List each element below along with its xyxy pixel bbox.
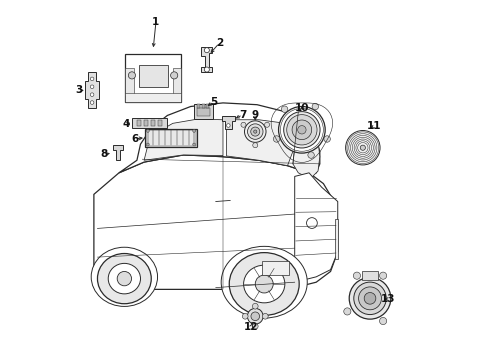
Circle shape	[283, 112, 320, 148]
FancyBboxPatch shape	[125, 68, 133, 95]
Text: 4: 4	[122, 119, 130, 129]
Polygon shape	[144, 119, 223, 160]
Circle shape	[242, 314, 247, 319]
Circle shape	[252, 143, 257, 148]
Circle shape	[117, 271, 131, 286]
Polygon shape	[292, 125, 319, 176]
Text: 6: 6	[131, 134, 139, 144]
Circle shape	[128, 72, 135, 79]
Circle shape	[250, 312, 259, 320]
Circle shape	[379, 318, 386, 325]
Polygon shape	[226, 120, 292, 166]
Text: 9: 9	[251, 111, 258, 121]
FancyBboxPatch shape	[361, 271, 378, 280]
Circle shape	[343, 308, 350, 315]
Circle shape	[90, 85, 94, 89]
Text: 1: 1	[152, 17, 159, 27]
Circle shape	[204, 67, 209, 72]
Circle shape	[255, 275, 273, 293]
Ellipse shape	[243, 265, 285, 303]
FancyBboxPatch shape	[262, 261, 289, 275]
FancyBboxPatch shape	[334, 220, 337, 259]
Circle shape	[90, 93, 94, 96]
Polygon shape	[85, 72, 99, 108]
Text: 8: 8	[100, 149, 107, 159]
Circle shape	[273, 136, 279, 142]
Circle shape	[252, 323, 258, 329]
Ellipse shape	[97, 253, 151, 304]
FancyBboxPatch shape	[196, 108, 209, 116]
Ellipse shape	[108, 264, 140, 294]
Circle shape	[345, 131, 379, 165]
FancyBboxPatch shape	[172, 68, 181, 95]
Ellipse shape	[91, 247, 157, 306]
Circle shape	[306, 218, 317, 228]
Text: 3: 3	[75, 85, 82, 95]
FancyBboxPatch shape	[151, 120, 155, 126]
Circle shape	[204, 48, 209, 53]
Polygon shape	[119, 103, 319, 173]
Polygon shape	[94, 155, 337, 289]
Text: 11: 11	[366, 121, 381, 131]
Circle shape	[90, 77, 94, 81]
FancyBboxPatch shape	[131, 118, 167, 128]
FancyBboxPatch shape	[158, 120, 162, 126]
FancyBboxPatch shape	[202, 104, 204, 108]
FancyBboxPatch shape	[144, 129, 197, 147]
Ellipse shape	[229, 253, 299, 315]
FancyBboxPatch shape	[206, 104, 209, 108]
Circle shape	[360, 145, 365, 150]
Circle shape	[358, 287, 381, 310]
Circle shape	[311, 103, 318, 110]
Circle shape	[253, 130, 256, 133]
Circle shape	[241, 122, 245, 127]
FancyBboxPatch shape	[194, 104, 212, 120]
FancyBboxPatch shape	[143, 120, 148, 126]
FancyBboxPatch shape	[136, 120, 141, 126]
Text: 7: 7	[239, 110, 246, 120]
Text: 12: 12	[243, 322, 258, 332]
Circle shape	[262, 314, 267, 319]
FancyBboxPatch shape	[125, 93, 181, 102]
Circle shape	[192, 130, 195, 132]
FancyBboxPatch shape	[197, 104, 200, 108]
FancyBboxPatch shape	[125, 54, 181, 102]
Circle shape	[247, 124, 263, 139]
Circle shape	[146, 130, 149, 132]
Text: 10: 10	[294, 103, 308, 113]
Polygon shape	[222, 116, 234, 129]
Text: 13: 13	[380, 294, 394, 304]
Text: 2: 2	[215, 38, 223, 48]
Circle shape	[170, 72, 178, 79]
Circle shape	[364, 293, 375, 304]
Circle shape	[250, 127, 259, 136]
Circle shape	[286, 114, 316, 145]
Circle shape	[192, 143, 195, 146]
Polygon shape	[113, 145, 123, 159]
Circle shape	[264, 122, 269, 127]
Circle shape	[353, 282, 386, 315]
FancyBboxPatch shape	[138, 66, 167, 87]
Circle shape	[379, 272, 386, 279]
Text: 5: 5	[210, 97, 217, 107]
Polygon shape	[201, 47, 212, 72]
Circle shape	[90, 101, 94, 104]
Circle shape	[226, 124, 230, 127]
Polygon shape	[294, 173, 337, 280]
Circle shape	[297, 126, 305, 134]
Circle shape	[307, 152, 314, 158]
Circle shape	[247, 309, 263, 324]
Circle shape	[353, 272, 360, 279]
Circle shape	[323, 136, 330, 142]
Circle shape	[252, 303, 258, 309]
Circle shape	[281, 106, 287, 112]
Ellipse shape	[221, 246, 306, 318]
Circle shape	[146, 143, 149, 146]
Circle shape	[348, 278, 390, 319]
Circle shape	[280, 108, 323, 151]
Circle shape	[278, 107, 325, 153]
Circle shape	[244, 121, 265, 142]
Circle shape	[291, 120, 311, 140]
